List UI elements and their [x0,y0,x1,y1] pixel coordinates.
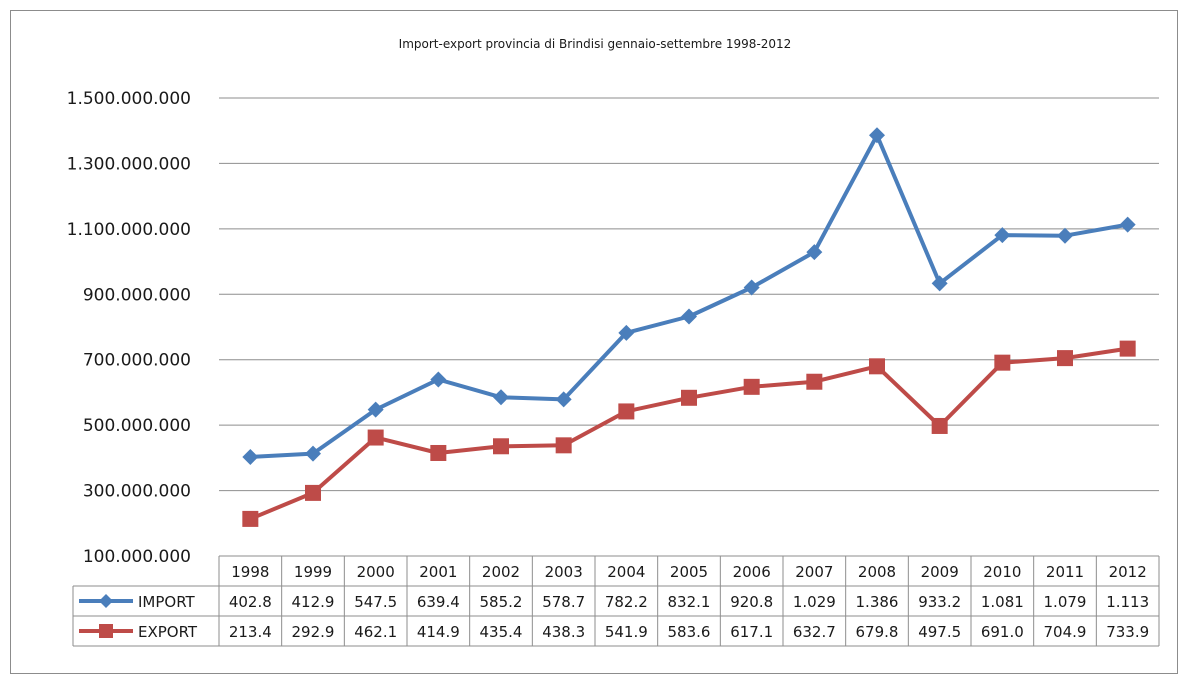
export-value-label: 435.4 [480,623,523,641]
import-point [493,389,509,406]
export-value-label: 292.9 [292,623,335,641]
import-point [1057,227,1073,244]
import-point [1119,216,1136,233]
category-label: 2007 [795,563,833,581]
category-label: 2010 [983,563,1021,581]
export-value-label: 704.9 [1044,623,1087,641]
export-value-label: 632.7 [793,623,836,641]
export-point [430,444,447,461]
export-value-label: 497.5 [918,623,961,641]
export-value-label: 462.1 [354,623,397,641]
export-point [869,358,885,375]
category-label: 2002 [482,563,520,581]
import-value-label: 578.7 [542,593,585,611]
import-point [994,227,1011,244]
import-point [618,324,635,341]
import-point [869,127,885,144]
category-label: 2000 [357,563,395,581]
import-point [242,448,259,465]
import-value-label: 639.4 [417,593,460,611]
import-value-label: 832.1 [668,593,711,611]
category-label: 2006 [733,563,771,581]
export-value-label: 691.0 [981,623,1024,641]
y-axis-ticks: 100.000.000 300.000.000 500.000.000 700.000… [67,89,191,567]
grid-lines [219,97,1159,492]
y-tick-label: 1.300.000.000 [67,154,191,174]
import-point [806,244,823,261]
data-table: 1998 1999 2000 2001 2002 2003 2004 2005 2006 2007… [72,555,1160,647]
export-point [681,389,697,406]
import-point [305,445,321,462]
export-point [555,437,572,454]
import-value-label: 412.9 [292,593,335,611]
category-label: 2001 [419,563,457,581]
y-tick-label: 300.000.000 [83,482,191,502]
y-tick-label: 1.500.000.000 [67,89,191,109]
export-point [242,510,259,527]
y-tick-label: 1.100.000.000 [67,220,191,240]
chart-frame: Import-export provincia di Brindisi genn… [10,10,1178,674]
import-point [430,371,447,388]
export-value-label: 583.6 [668,623,711,641]
y-tick-label: 700.000.000 [83,351,191,371]
export-value-label: 213.4 [229,623,272,641]
import-point [555,391,572,408]
export-value-label: 679.8 [856,623,899,641]
import-point [367,401,384,418]
export-value-label: 617.1 [730,623,773,641]
export-value-label: 541.9 [605,623,648,641]
category-label: 2005 [670,563,708,581]
import-value-label: 1.079 [1044,593,1087,611]
category-label: 1998 [231,563,269,581]
import-value-label: 1.386 [856,593,899,611]
y-tick-label: 100.000.000 [83,547,191,567]
chart-title: Import-export provincia di Brindisi genn… [399,37,792,51]
export-point [1057,350,1073,367]
import-legend-marker [99,594,113,608]
export-point [367,429,384,446]
y-tick-label: 900.000.000 [83,285,191,305]
export-value-label: 414.9 [417,623,460,641]
export-point [493,438,509,455]
chart: Import-export provincia di Brindisi genn… [67,37,1160,647]
import-value-label: 782.2 [605,593,648,611]
export-value-label: 438.3 [542,623,585,641]
import-value-label: 402.8 [229,593,272,611]
import-point [681,308,697,325]
category-label: 2008 [858,563,896,581]
category-label: 2004 [607,563,645,581]
import-value-label: 933.2 [918,593,961,611]
export-point [1119,340,1136,357]
import-point [931,275,948,292]
category-label: 2003 [545,563,583,581]
import-value-label: 1.081 [981,593,1024,611]
export-point [931,417,948,434]
export-point [743,378,760,395]
export-point [618,403,635,420]
series-markers [242,127,1136,527]
export-point [305,484,321,501]
y-tick-label: 500.000.000 [83,416,191,436]
category-label: 2009 [921,563,959,581]
export-legend-label: EXPORT [138,623,198,641]
import-value-label: 920.8 [730,593,773,611]
import-value-label: 1.029 [793,593,836,611]
export-point [994,354,1011,371]
export-value-label: 733.9 [1106,623,1149,641]
import-value-label: 547.5 [354,593,397,611]
import-legend-label: IMPORT [138,593,196,611]
category-label: 2012 [1109,563,1147,581]
import-value-label: 1.113 [1106,593,1149,611]
import-point [743,279,760,296]
category-label: 2011 [1046,563,1084,581]
export-legend-marker [99,624,113,638]
series-lines [249,133,1129,521]
category-label: 1999 [294,563,332,581]
export-point [806,373,823,390]
import-value-label: 585.2 [480,593,523,611]
